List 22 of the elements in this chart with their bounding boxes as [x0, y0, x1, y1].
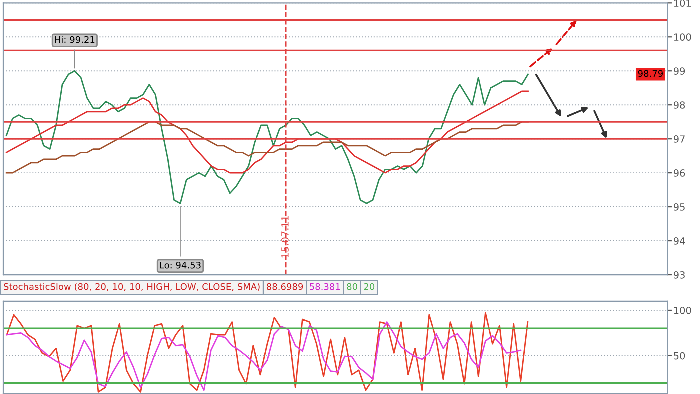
text: 58.381	[310, 283, 340, 290]
x-tick-label: 15.07.11	[282, 216, 289, 258]
line-series	[6, 70, 529, 204]
y-tick-label: 100	[674, 34, 692, 41]
text: 98.79	[638, 70, 663, 78]
y-tick-label: 99	[674, 68, 686, 75]
y-tick-label: 96	[674, 170, 686, 177]
annotation: Hi: 99.21	[55, 36, 95, 44]
y-tick-label: 94	[674, 238, 686, 245]
annotation: Lo: 94.53	[160, 262, 201, 269]
chart-title: StochasticSlow (80, 20, 10, 10, HIGH, LOW, CLOSE, SMA)	[4, 283, 260, 292]
line-series	[6, 90, 529, 174]
ref-line-label: 20	[364, 283, 375, 290]
y-tick-label: 98	[674, 102, 686, 109]
y-tick-label: 97	[674, 136, 685, 143]
y-tick-label: 50	[674, 352, 686, 360]
y-tick-label: 100	[674, 306, 692, 314]
y-tick-label: 93	[674, 271, 685, 279]
text: 88.6989	[266, 283, 304, 290]
ref-line-label: 80	[347, 283, 358, 290]
y-tick-label: 95	[674, 204, 685, 211]
y-tick-label: 101	[674, 0, 692, 7]
